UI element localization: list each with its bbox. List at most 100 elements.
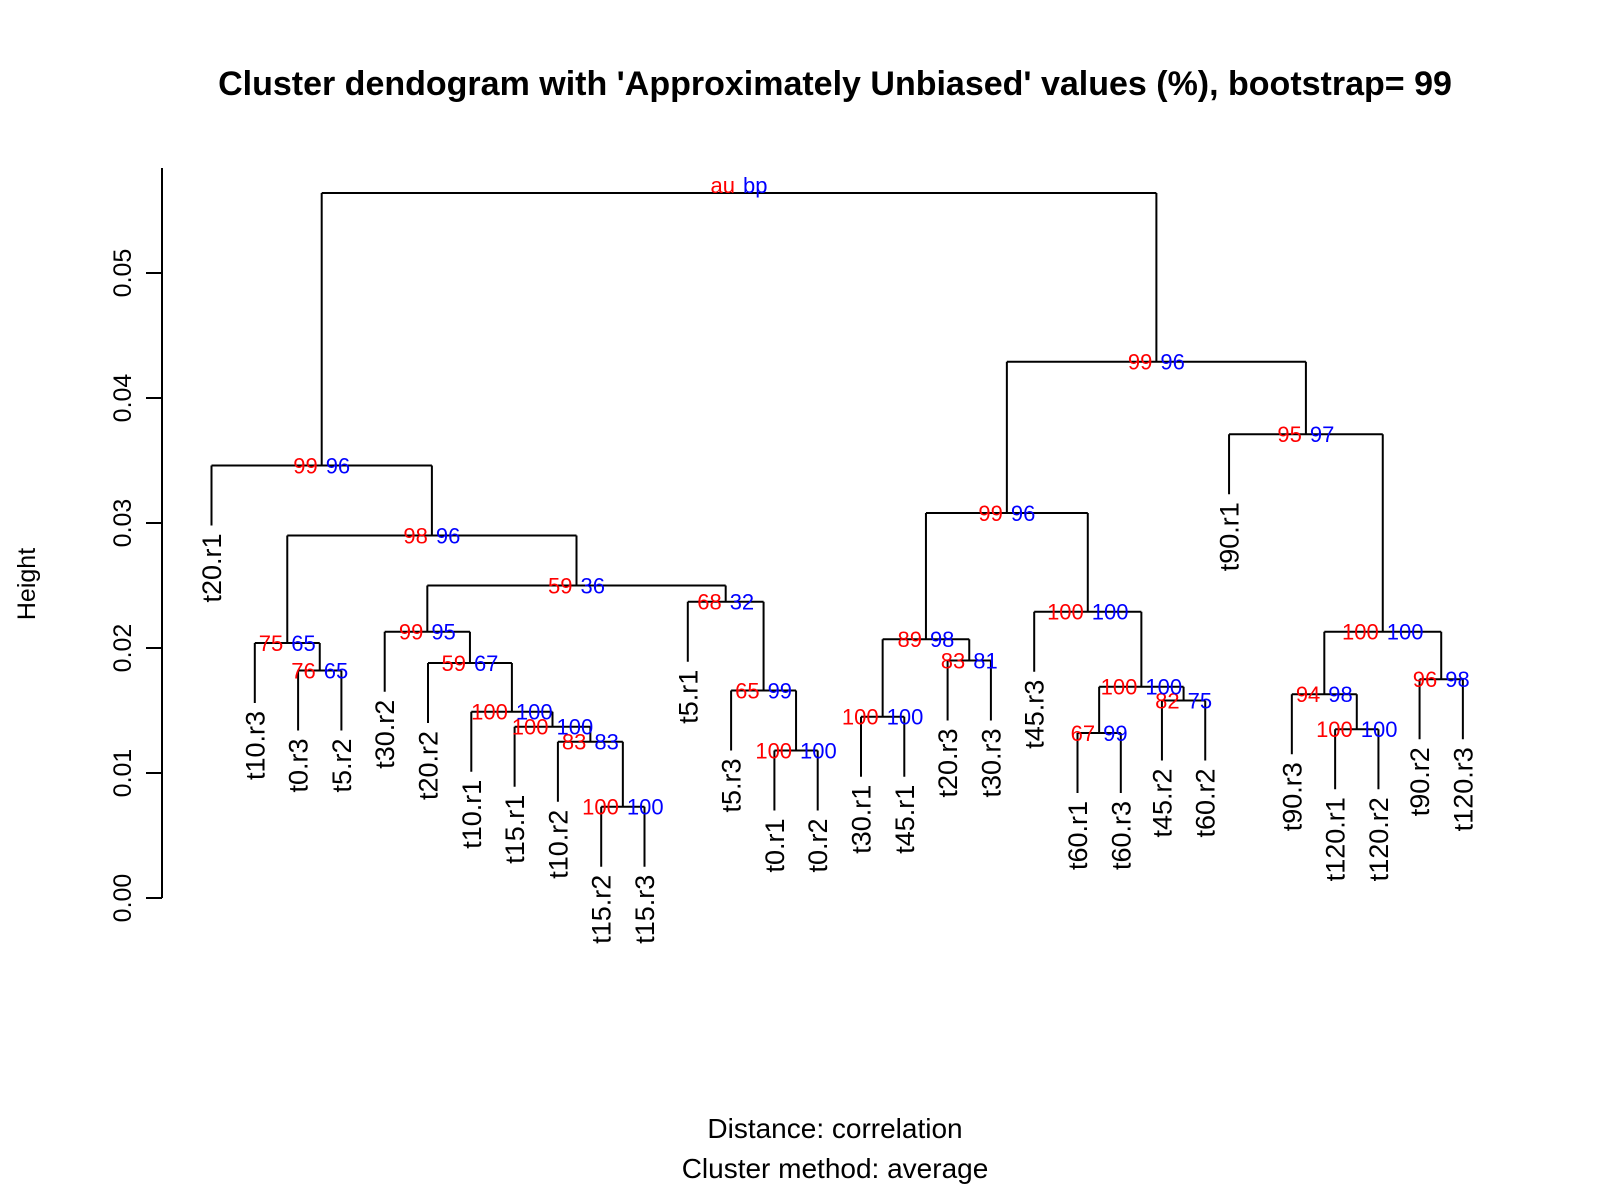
leaf-label: t0.r2 — [803, 819, 833, 873]
bp-value: 97 — [1310, 422, 1334, 447]
leaf-label: t15.r2 — [587, 875, 617, 944]
y-axis-label: Height — [13, 548, 41, 620]
bp-value: 100 — [1361, 717, 1398, 742]
leaf-label: t30.r3 — [976, 729, 1006, 798]
leaf-label: t20.r3 — [933, 729, 963, 798]
subtitle-method: Cluster method: average — [682, 1153, 989, 1184]
leaf-label: t90.r3 — [1277, 762, 1307, 831]
bp-value: 98 — [1328, 682, 1352, 707]
au-value: 65 — [735, 678, 759, 703]
leaf-label: t5.r1 — [673, 670, 703, 724]
leaf-label: t0.r3 — [284, 739, 314, 793]
au-value: 100 — [1101, 675, 1138, 700]
leaf-label: t45.r3 — [1020, 680, 1050, 749]
leaf-label: t5.r3 — [717, 759, 747, 813]
au-value: 100 — [1342, 620, 1379, 645]
bp-value: 67 — [474, 651, 498, 676]
bp-value: 98 — [1445, 667, 1469, 692]
au-value: 94 — [1296, 682, 1320, 707]
leaf-label: t20.r2 — [413, 731, 443, 800]
y-tick-label: 0.03 — [109, 499, 137, 548]
au-value: 100 — [1316, 717, 1353, 742]
au-value: 99 — [293, 453, 317, 478]
bp-value: 100 — [800, 738, 837, 763]
au-value: 83 — [941, 648, 965, 673]
leaf-label: t60.r2 — [1191, 769, 1221, 838]
leaf-label: t15.r1 — [500, 795, 530, 864]
bp-legend-label: bp — [743, 173, 767, 198]
bp-value: 100 — [1092, 600, 1129, 625]
au-value: 59 — [441, 651, 465, 676]
bp-value: 100 — [627, 795, 664, 820]
bp-value: 99 — [768, 678, 792, 703]
y-tick-label: 0.01 — [109, 749, 137, 798]
au-value: 95 — [1277, 422, 1301, 447]
bp-value: 36 — [581, 573, 605, 598]
bp-value: 100 — [887, 705, 924, 730]
au-value: 99 — [399, 620, 423, 645]
leaf-label: t45.r1 — [890, 785, 920, 854]
dendrogram-branches — [210, 192, 1464, 867]
bp-value: 98 — [930, 627, 954, 652]
bp-value: 100 — [556, 715, 593, 740]
leaf-label: t120.r2 — [1364, 797, 1394, 881]
leaf-label: t30.r1 — [846, 785, 876, 854]
leaf-label: t15.r3 — [630, 875, 660, 944]
au-legend-label: au — [711, 173, 735, 198]
bp-value: 96 — [436, 523, 460, 548]
bp-value: 96 — [1011, 501, 1035, 526]
leaf-label: t120.r1 — [1321, 797, 1351, 881]
chart-title: Cluster dendogram with 'Approximately Un… — [218, 65, 1452, 103]
leaf-label: t10.r3 — [240, 711, 270, 780]
y-tick-label: 0.02 — [109, 624, 137, 673]
au-value: 83 — [562, 730, 586, 755]
bp-value: 96 — [326, 453, 350, 478]
au-value: 99 — [1128, 350, 1152, 375]
leaf-label: t60.r3 — [1106, 801, 1136, 870]
au-value: 100 — [512, 715, 549, 740]
au-value: 75 — [259, 631, 283, 656]
au-value: 100 — [842, 705, 879, 730]
y-axis: 0.00 0.01 0.02 0.03 0.04 0.05 — [109, 168, 163, 923]
bp-value: 65 — [291, 631, 315, 656]
bp-value: 100 — [1387, 620, 1424, 645]
leaf-label: t30.r2 — [370, 700, 400, 769]
au-value: 100 — [471, 700, 508, 725]
bp-value: 81 — [973, 648, 997, 673]
leaf-label: t90.r1 — [1215, 502, 1245, 571]
leaf-label: t90.r2 — [1405, 747, 1435, 816]
leaf-label: t5.r2 — [327, 739, 357, 793]
au-value: 82 — [1155, 688, 1179, 713]
au-value: 100 — [582, 795, 619, 820]
au-value: 100 — [1047, 600, 1084, 625]
bp-value: 83 — [594, 730, 618, 755]
au-value: 96 — [1413, 667, 1437, 692]
leaf-label: t0.r1 — [760, 819, 790, 873]
y-tick-label: 0.04 — [109, 374, 137, 423]
au-value: 59 — [548, 573, 572, 598]
au-value: 68 — [697, 590, 721, 615]
leaf-label: t120.r3 — [1448, 747, 1478, 831]
au-value: 99 — [978, 501, 1002, 526]
bp-value: 100 — [1145, 675, 1182, 700]
leaf-label: t60.r1 — [1063, 801, 1093, 870]
bp-value: 32 — [730, 590, 754, 615]
leaf-label: t45.r2 — [1147, 769, 1177, 838]
bp-value: 100 — [516, 700, 553, 725]
leaf-label: t10.r1 — [457, 780, 487, 849]
bp-value: 75 — [1188, 688, 1212, 713]
bp-value: 99 — [1103, 721, 1127, 746]
au-value: 76 — [291, 658, 315, 683]
au-value: 98 — [403, 523, 427, 548]
bp-value: 96 — [1160, 350, 1184, 375]
y-tick-label: 0.05 — [109, 249, 137, 298]
leaf-label: t20.r1 — [197, 534, 227, 603]
bp-value: 65 — [324, 658, 348, 683]
subtitle-distance: Distance: correlation — [707, 1113, 962, 1144]
au-value: 100 — [755, 738, 792, 763]
au-value: 67 — [1071, 721, 1095, 746]
au-value: 89 — [897, 627, 921, 652]
y-tick-label: 0.00 — [109, 874, 137, 923]
